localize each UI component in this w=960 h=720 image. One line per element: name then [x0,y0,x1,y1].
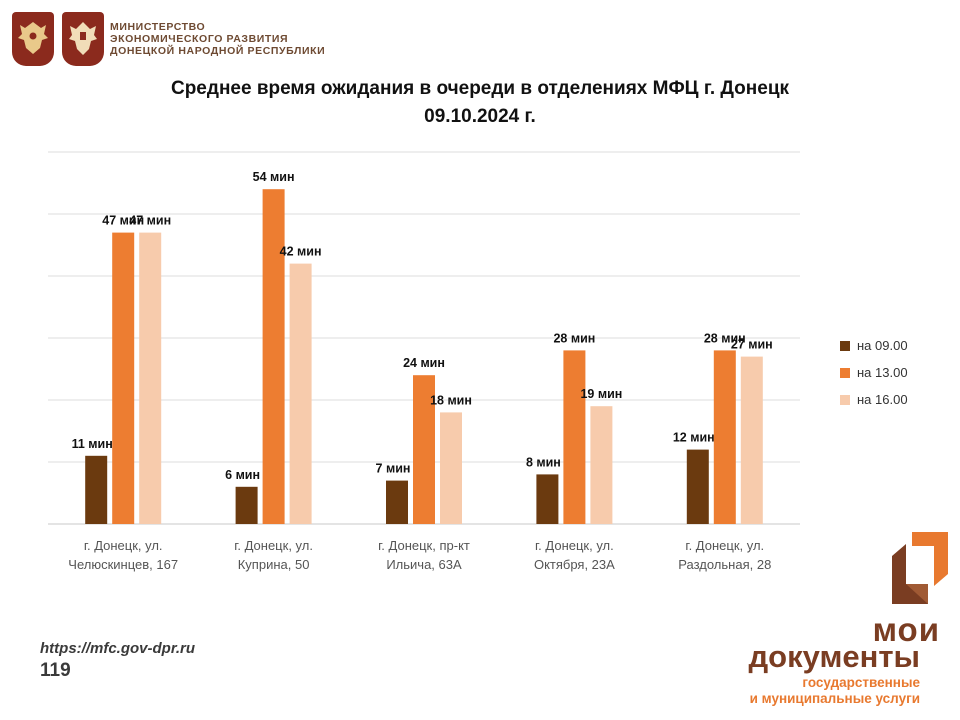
ministry-line: ЭКОНОМИЧЕСКОГО РАЗВИТИЯ [110,33,289,45]
legend-swatch [840,340,850,351]
data-label: 47 мин [102,214,144,228]
data-label: 18 мин [430,393,472,407]
bar [289,263,312,524]
legend-label: на 09.00 [857,338,908,353]
data-label: 42 мин [280,245,322,259]
page-number: 119 [40,660,71,681]
ministry-line: ДОНЕЦКОЙ НАРОДНОЙ РЕСПУБЛИКИ [110,45,326,57]
logo-subtitle: и муниципальные услуги [749,691,920,706]
moi-dokumenty-logo-icon [892,532,948,604]
bar [686,449,709,524]
x-tick-label: Челюскинцев, 167 [68,557,178,572]
bar [235,486,258,524]
data-label: 12 мин [673,431,715,445]
bar [713,350,736,524]
bar [413,375,435,524]
bar [112,232,135,524]
bar [440,412,462,524]
legend-label: на 16.00 [857,392,908,407]
bar [740,356,763,524]
chart-legend: на 09.00 на 13.00 на 16.00 [840,332,908,413]
x-tick-label: г. Донецк, пр-кт [378,538,470,553]
legend-swatch [840,367,850,378]
bar [536,474,559,524]
x-tick-label: Октября, 23А [534,557,615,572]
chart-subtitle-date: 09.10.2024 г. [424,106,536,127]
data-label: 8 мин [526,455,561,469]
legend-label: на 13.00 [857,365,908,380]
x-tick-label: Раздольная, 28 [678,557,771,572]
ministry-line: МИНИСТЕРСТВО [110,21,206,33]
x-tick-label: Ильича, 63А [386,557,462,572]
data-label: 47 мин [129,214,171,228]
bar [386,480,408,524]
x-tick-label: г. Донецк, ул. [535,538,614,553]
x-tick-label: г. Донецк, ул. [84,538,163,553]
bar [590,406,613,524]
legend-item: на 13.00 [840,359,908,386]
legend-swatch [840,394,850,405]
legend-item: на 09.00 [840,332,908,359]
x-tick-label: г. Донецк, ул. [685,538,764,553]
data-label: 54 мин [253,170,295,184]
logo-subtitle: государственные [802,675,920,690]
data-label: 24 мин [403,356,445,370]
x-tick-label: г. Донецк, ул. [234,538,313,553]
dpr-coat-of-arms-icon [62,12,104,66]
data-label: 19 мин [580,387,622,401]
ministry-name: МИНИСТЕРСТВО ЭКОНОМИЧЕСКОГО РАЗВИТИЯ ДОН… [110,21,325,57]
bar [85,455,108,524]
logo-text-dokumenty: документы [748,639,920,674]
chart-title: Среднее время ожидания в очереди в отдел… [170,78,790,99]
data-label: 28 мин [553,331,595,345]
bar [139,232,162,524]
x-tick-label: Куприна, 50 [238,557,310,572]
website-url[interactable]: https://mfc.gov-dpr.ru [40,640,195,657]
data-label: 27 мин [731,338,773,352]
logo-text-moi: мои [872,611,940,648]
data-label: 6 мин [225,468,260,482]
bar [563,350,586,524]
data-label: 7 мин [376,462,411,476]
legend-item: на 16.00 [840,386,908,413]
data-label: 11 мин [72,437,113,451]
data-label: 28 мин [704,331,746,345]
russia-coat-of-arms-icon [12,12,54,66]
bar [262,189,285,524]
